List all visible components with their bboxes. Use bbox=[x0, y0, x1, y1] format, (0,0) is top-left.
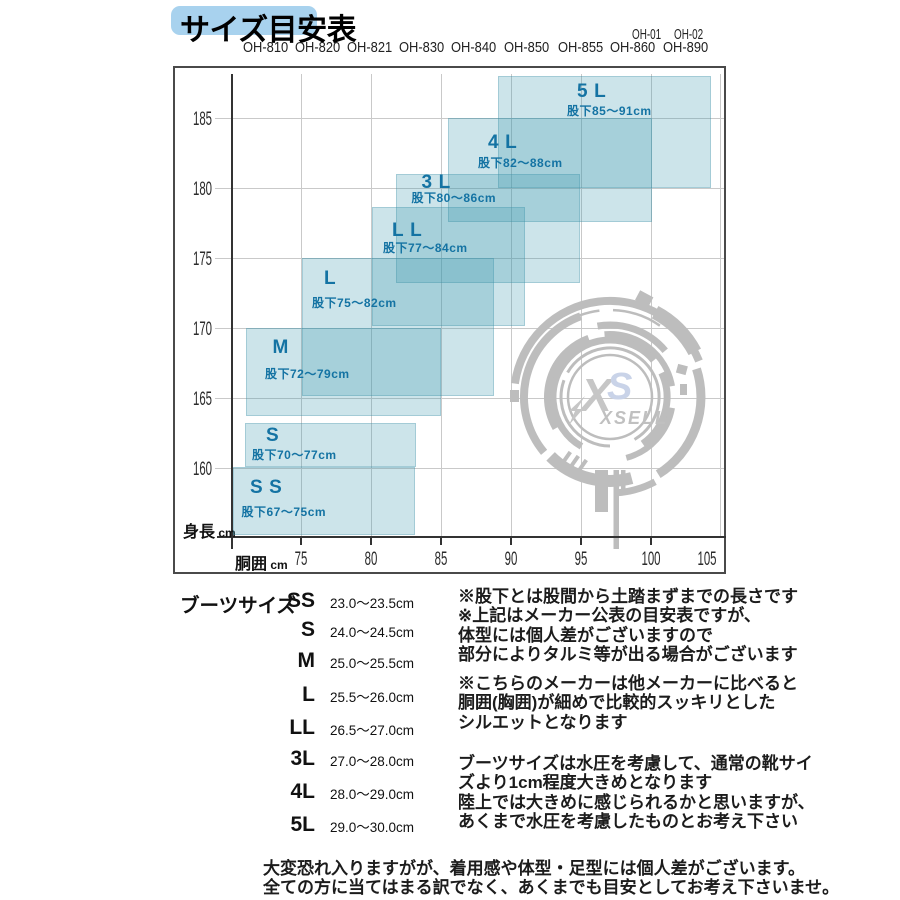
svg-text:X: X bbox=[578, 369, 614, 421]
svg-text:S: S bbox=[607, 366, 632, 408]
svg-text:XSELL: XSELL bbox=[599, 408, 668, 428]
